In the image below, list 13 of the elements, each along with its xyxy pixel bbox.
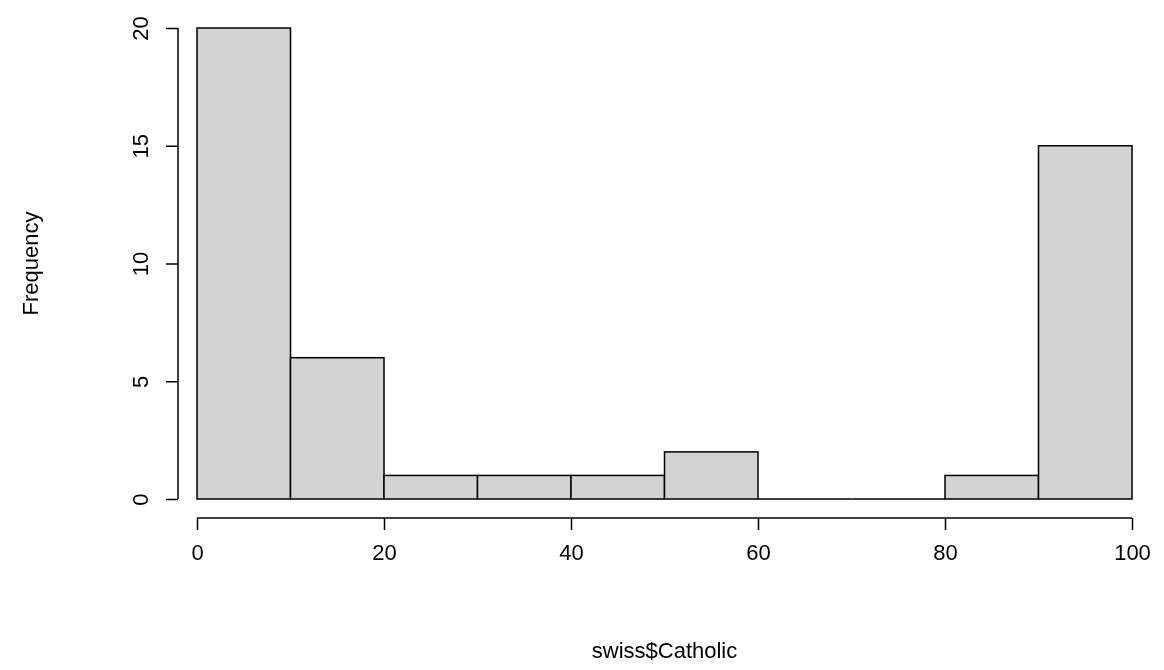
y-tick-label: 0	[128, 493, 153, 506]
y-tick-label: 10	[128, 251, 153, 277]
x-tick-label: 40	[559, 539, 584, 565]
x-tick-label: 80	[933, 539, 958, 565]
x-tick-label: 20	[372, 539, 397, 565]
x-axis-title: swiss$Catholic	[591, 638, 738, 663]
x-tick-label: 100	[1114, 539, 1151, 565]
y-tick-label: 5	[128, 375, 153, 388]
y-axis-title: Frequency	[18, 211, 43, 316]
x-tick-label: 0	[191, 539, 204, 565]
y-tick-label: 15	[128, 134, 153, 159]
y-tick-label: 20	[128, 16, 153, 41]
x-tick-label: 60	[746, 539, 771, 565]
